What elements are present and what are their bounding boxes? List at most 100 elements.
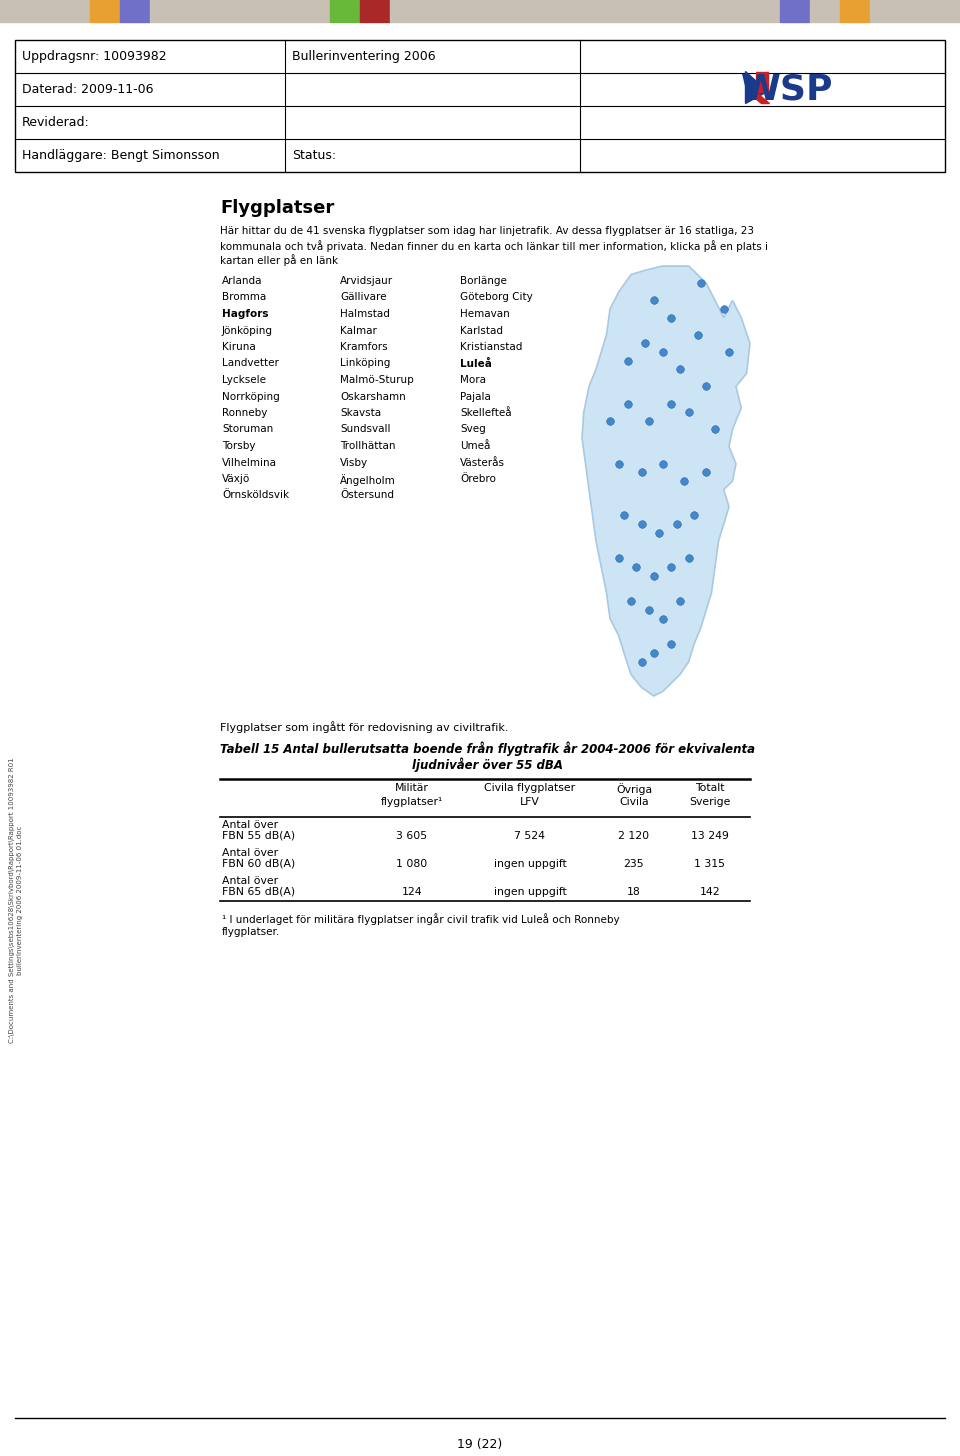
Text: Status:: Status: — [292, 149, 336, 162]
Text: 2 120: 2 120 — [618, 831, 650, 842]
Bar — [660, 0, 690, 22]
Text: Visby: Visby — [340, 457, 368, 467]
Text: Bromma: Bromma — [222, 293, 266, 303]
Bar — [930, 0, 960, 22]
Text: 124: 124 — [401, 887, 422, 897]
Text: FBN 55 dB(A): FBN 55 dB(A) — [222, 831, 295, 842]
Text: WSP: WSP — [741, 73, 833, 106]
Text: Växjö: Växjö — [222, 475, 251, 483]
Text: Hemavan: Hemavan — [460, 309, 510, 319]
Bar — [0, 0, 30, 22]
Text: Pajala: Pajala — [460, 392, 491, 402]
Text: Göteborg City: Göteborg City — [460, 293, 533, 303]
Text: Kalmar: Kalmar — [340, 326, 377, 335]
Bar — [30, 0, 60, 22]
Bar — [780, 0, 810, 22]
Text: Uppdragsnr: 10093982: Uppdragsnr: 10093982 — [22, 50, 167, 63]
Text: Gällivare: Gällivare — [340, 293, 387, 303]
Text: Antal över: Antal över — [222, 877, 278, 887]
Text: Antal över: Antal över — [222, 847, 278, 858]
Bar — [630, 0, 660, 22]
Text: Hagfors: Hagfors — [222, 309, 269, 319]
Text: Skellefteå: Skellefteå — [460, 408, 512, 418]
Text: 7 524: 7 524 — [515, 831, 545, 842]
Polygon shape — [756, 71, 767, 92]
Text: 1 080: 1 080 — [396, 859, 427, 869]
Polygon shape — [746, 71, 767, 103]
Text: Karlstad: Karlstad — [460, 326, 503, 335]
Bar — [750, 0, 780, 22]
Bar — [510, 0, 540, 22]
Text: Bullerinventering 2006: Bullerinventering 2006 — [292, 50, 436, 63]
Bar — [15, 39, 945, 172]
Bar — [210, 0, 240, 22]
Bar — [450, 0, 480, 22]
Text: Militär: Militär — [396, 783, 429, 794]
Text: ljudnivåer över 55 dBA: ljudnivåer över 55 dBA — [412, 757, 563, 772]
Bar — [900, 0, 930, 22]
Text: 13 249: 13 249 — [691, 831, 729, 842]
Polygon shape — [582, 266, 750, 696]
Text: Norrköping: Norrköping — [222, 392, 279, 402]
Bar — [810, 0, 840, 22]
Text: Antal över: Antal över — [222, 820, 278, 830]
Text: Sveg: Sveg — [460, 425, 486, 434]
Text: Borlänge: Borlänge — [460, 277, 507, 285]
Text: ¹ I underlaget för militära flygplatser ingår civil trafik vid Luleå och Ronneby: ¹ I underlaget för militära flygplatser … — [222, 913, 619, 925]
Text: Trollhättan: Trollhättan — [340, 441, 396, 451]
Text: Arvidsjaur: Arvidsjaur — [340, 277, 394, 285]
Text: Ronneby: Ronneby — [222, 408, 268, 418]
Text: Kramfors: Kramfors — [340, 342, 388, 352]
Text: C:\Documents and Settings\sebs10628\Skrivbord\Rapport\Rapport 10093982 R01: C:\Documents and Settings\sebs10628\Skri… — [9, 757, 15, 1042]
Text: Malmö-Sturup: Malmö-Sturup — [340, 376, 414, 384]
Text: Lycksele: Lycksele — [222, 376, 266, 384]
Bar — [720, 0, 750, 22]
Text: Skavsta: Skavsta — [340, 408, 381, 418]
Text: Övriga: Övriga — [616, 783, 652, 795]
Bar — [120, 0, 150, 22]
Text: Kristianstad: Kristianstad — [460, 342, 522, 352]
Text: Landvetter: Landvetter — [222, 358, 278, 368]
Text: Arlanda: Arlanda — [222, 277, 262, 285]
Bar — [300, 0, 330, 22]
Text: Sverige: Sverige — [689, 796, 731, 807]
Text: Mora: Mora — [460, 376, 486, 384]
Text: Flygplatser som ingått för redovisning av civiltrafik.: Flygplatser som ingått för redovisning a… — [220, 721, 509, 732]
Bar — [480, 0, 510, 22]
Polygon shape — [750, 93, 770, 103]
Text: ingen uppgift: ingen uppgift — [493, 859, 566, 869]
Bar — [240, 0, 270, 22]
Bar — [870, 0, 900, 22]
Text: kommunala och två privata. Nedan finner du en karta och länkar till mer informat: kommunala och två privata. Nedan finner … — [220, 240, 768, 252]
Text: Vilhelmina: Vilhelmina — [222, 457, 277, 467]
Bar — [600, 0, 630, 22]
Text: LFV: LFV — [520, 796, 540, 807]
Bar — [150, 0, 180, 22]
Text: 18: 18 — [627, 887, 641, 897]
Text: Reviderad:: Reviderad: — [22, 116, 89, 130]
Bar — [390, 0, 420, 22]
Text: Här hittar du de 41 svenska flygplatser som idag har linjetrafik. Av dessa flygp: Här hittar du de 41 svenska flygplatser … — [220, 226, 754, 236]
Text: Sundsvall: Sundsvall — [340, 425, 391, 434]
Text: 1 315: 1 315 — [694, 859, 726, 869]
Bar — [180, 0, 210, 22]
Text: 142: 142 — [700, 887, 720, 897]
Bar — [690, 0, 720, 22]
Text: 19 (22): 19 (22) — [457, 1439, 503, 1452]
Bar — [60, 0, 90, 22]
Text: Umeå: Umeå — [460, 441, 491, 451]
Text: Kiruna: Kiruna — [222, 342, 255, 352]
Bar — [360, 0, 390, 22]
Text: Jönköping: Jönköping — [222, 326, 273, 335]
Text: bullerinventering 2006 2009-11-06 01.doc: bullerinventering 2006 2009-11-06 01.doc — [17, 826, 23, 974]
Text: Storuman: Storuman — [222, 425, 274, 434]
Bar — [540, 0, 570, 22]
Text: 235: 235 — [624, 859, 644, 869]
Text: Luleå: Luleå — [460, 358, 492, 368]
Bar — [840, 0, 870, 22]
Text: Västerås: Västerås — [460, 457, 505, 467]
Text: Daterad: 2009-11-06: Daterad: 2009-11-06 — [22, 83, 154, 96]
Text: flygplatser¹: flygplatser¹ — [381, 796, 444, 807]
Text: Örnsköldsvik: Örnsköldsvik — [222, 491, 289, 501]
Text: Totalt: Totalt — [695, 783, 725, 794]
